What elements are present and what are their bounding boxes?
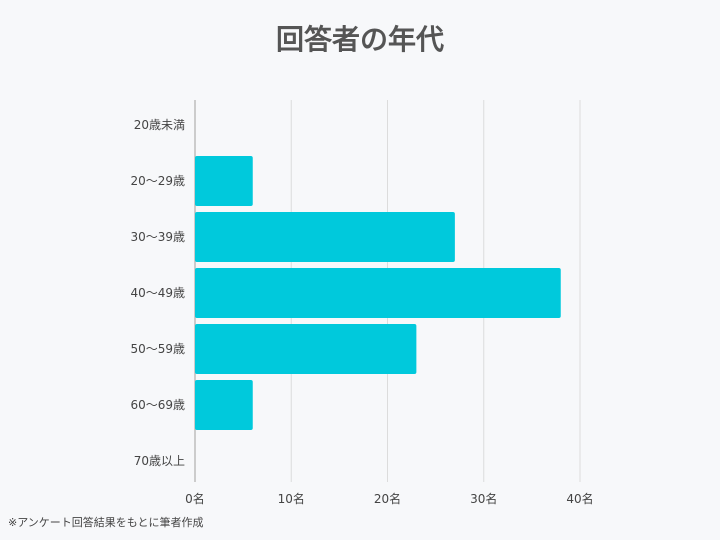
category-label: 70歳以上 — [134, 454, 185, 468]
source-footnote: ※アンケート回答結果をもとに筆者作成 — [8, 516, 204, 529]
category-label: 50～59歳 — [130, 342, 185, 356]
x-tick-label: 40名 — [566, 491, 593, 506]
x-axis-ticks: 0名 10名 20名 30名 40名 — [185, 491, 593, 506]
bar — [195, 324, 417, 374]
category-label: 60～69歳 — [130, 398, 185, 412]
x-tick-label: 0名 — [185, 491, 205, 506]
bars — [195, 156, 561, 430]
category-label: 30～39歳 — [130, 230, 185, 244]
bar — [195, 268, 561, 318]
x-tick-label: 30名 — [470, 491, 497, 506]
bar — [195, 380, 253, 430]
bar — [195, 156, 253, 206]
x-tick-label: 10名 — [278, 491, 305, 506]
category-label: 40～49歳 — [130, 286, 185, 300]
bar — [195, 212, 455, 262]
chart-title: 回答者の年代 — [275, 23, 444, 56]
category-label: 20～29歳 — [130, 174, 185, 188]
x-tick-label: 20名 — [374, 491, 401, 506]
y-axis-labels: 20歳未満 20～29歳 30～39歳 40～49歳 50～59歳 60～69歳 70歳以上 — [130, 118, 185, 468]
category-label: 20歳未満 — [134, 118, 185, 132]
